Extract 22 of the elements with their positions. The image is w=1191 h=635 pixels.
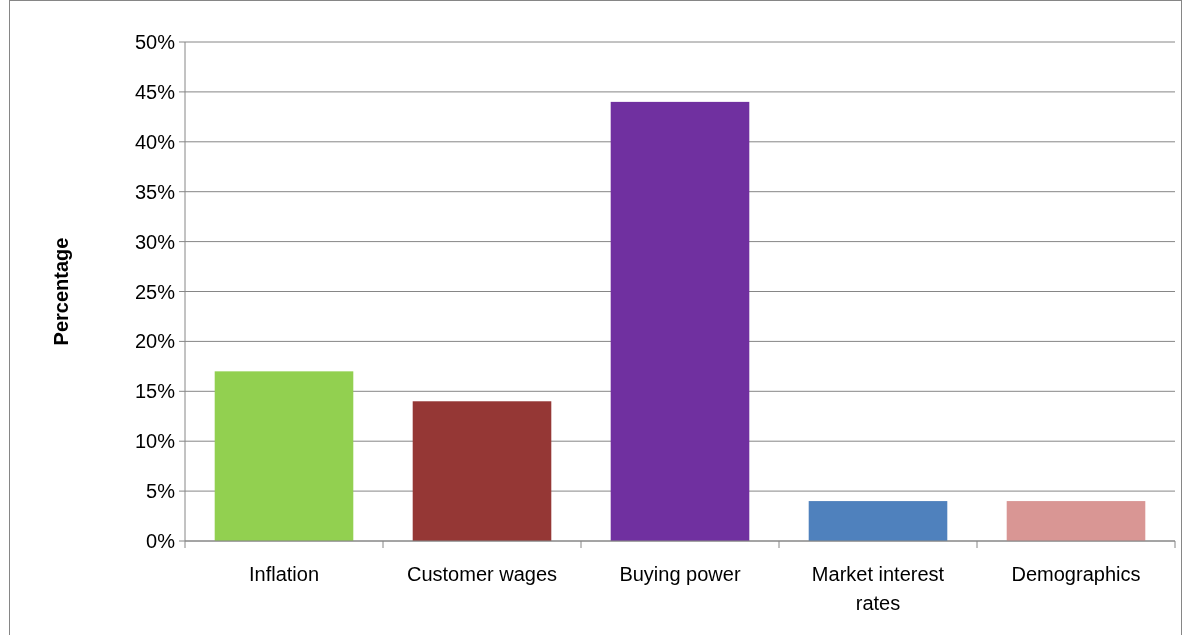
- bar: [808, 501, 948, 541]
- y-tick-label: 30%: [134, 230, 176, 253]
- y-tick-label: 0%: [146, 530, 176, 552]
- bar: [214, 371, 354, 541]
- x-tick-label: Inflation: [248, 563, 320, 585]
- y-axis-title: Percentage: [50, 237, 72, 346]
- y-tick-label: 50%: [134, 31, 176, 53]
- y-tick-label: 5%: [146, 480, 176, 503]
- x-tick-label: Customer wages: [406, 563, 558, 585]
- y-tick-label: 45%: [134, 80, 176, 103]
- x-tick-label: Market interest rates: [811, 563, 945, 614]
- x-tick-label: Buying power: [619, 563, 741, 585]
- y-tick-label: 40%: [134, 130, 176, 153]
- bar: [610, 101, 750, 541]
- bar: [1006, 501, 1146, 541]
- y-tick-label: 25%: [134, 280, 176, 303]
- bar: [412, 401, 552, 541]
- y-tick-label: 20%: [134, 330, 176, 353]
- y-tick-label: 15%: [134, 380, 176, 403]
- x-tick-label: Demographics: [1011, 563, 1141, 585]
- y-tick-label: 10%: [134, 430, 176, 453]
- y-tick-label: 35%: [134, 180, 176, 203]
